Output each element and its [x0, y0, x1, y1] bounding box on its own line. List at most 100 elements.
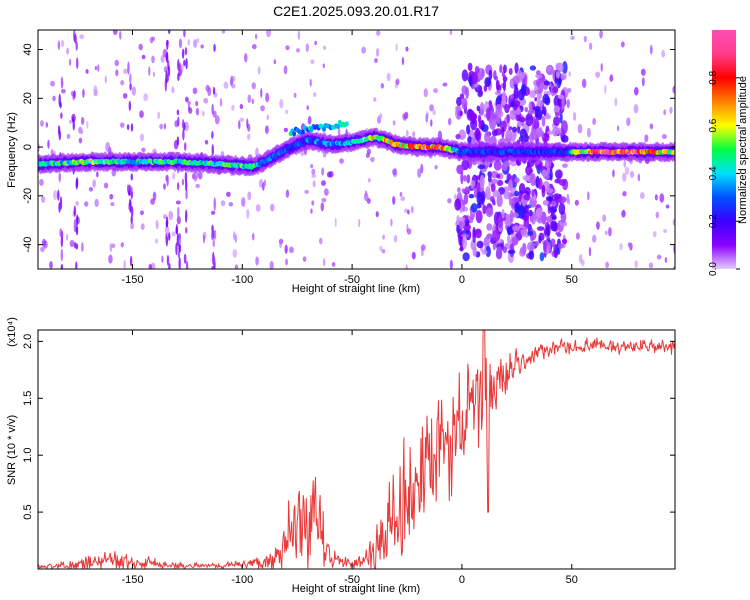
- noise-speck: [171, 86, 175, 94]
- noise-blob: [510, 130, 516, 143]
- noise-speck: [640, 68, 646, 76]
- spectrogram-plot-area: [38, 30, 675, 269]
- noise-blob: [531, 189, 535, 198]
- noise-blob: [456, 96, 462, 107]
- noise-speck: [392, 168, 397, 176]
- noise-speck: [586, 127, 591, 138]
- noise-speck: [40, 246, 45, 253]
- noise-blob: [485, 107, 491, 121]
- noise-blob: [508, 68, 513, 75]
- noise-blob: [507, 249, 516, 254]
- noise-speck: [187, 100, 191, 106]
- noise-speck: [255, 256, 259, 266]
- colorbar-tick-label: 0.2: [708, 214, 719, 228]
- noise-speck: [285, 109, 289, 114]
- noise-streak: [183, 59, 186, 67]
- noise-blob: [553, 249, 558, 259]
- noise-speck: [109, 193, 114, 200]
- noise-speck: [661, 49, 666, 58]
- noise-blob: [470, 180, 476, 188]
- noise-speck: [273, 59, 277, 65]
- noise-speck: [266, 30, 272, 38]
- noise-speck: [321, 167, 325, 176]
- noise-blob: [491, 129, 498, 137]
- noise-blob: [527, 231, 534, 236]
- x-tick-label: -50: [344, 274, 360, 286]
- noise-speck: [370, 156, 375, 163]
- noise-speck: [649, 123, 654, 130]
- noise-speck: [285, 189, 290, 198]
- noise-speck: [412, 131, 416, 138]
- noise-blob: [488, 69, 493, 81]
- noise-speck: [609, 74, 614, 82]
- noise-blob: [527, 109, 536, 115]
- noise-speck: [572, 111, 577, 122]
- noise-blob: [467, 62, 473, 72]
- noise-streak: [76, 57, 79, 70]
- noise-blob: [523, 204, 529, 215]
- noise-speck: [219, 98, 223, 107]
- noise-blob: [561, 135, 569, 143]
- colorbar-tick-label: 0.8: [708, 70, 719, 84]
- noise-speck: [619, 243, 623, 251]
- noise-speck: [311, 168, 316, 175]
- noise-speck: [207, 86, 212, 97]
- noise-speck: [226, 191, 231, 198]
- noise-speck: [85, 69, 89, 74]
- noise-speck: [596, 221, 600, 230]
- noise-speck: [654, 194, 658, 201]
- noise-blob: [469, 110, 476, 122]
- noise-streak: [213, 229, 217, 240]
- noise-blob: [525, 165, 533, 176]
- noise-blob: [490, 178, 499, 184]
- noise-streak: [129, 73, 132, 84]
- noise-speck: [50, 80, 55, 87]
- noise-blob: [549, 205, 557, 214]
- noise-speck: [305, 43, 310, 53]
- noise-speck: [188, 104, 191, 112]
- noise-speck: [151, 55, 155, 64]
- noise-speck: [447, 198, 452, 204]
- noise-speck: [399, 191, 403, 197]
- noise-blob: [541, 211, 547, 225]
- noise-speck: [66, 47, 70, 55]
- noise-speck: [84, 201, 89, 207]
- noise-blob: [518, 183, 526, 195]
- colorbar-ticks: 0.0 0.2 0.4 0.6 0.8: [708, 70, 740, 276]
- noise-streak: [176, 233, 180, 247]
- noise-streak: [165, 52, 168, 62]
- noise-speck: [139, 133, 145, 142]
- noise-speck: [624, 166, 630, 176]
- noise-streak: [58, 130, 62, 141]
- noise-blob: [562, 163, 568, 168]
- noise-speck: [184, 96, 189, 103]
- noise-blob: [550, 200, 557, 207]
- noise-blob: [486, 233, 494, 239]
- noise-speck: [202, 110, 205, 117]
- noise-blob: [519, 246, 527, 255]
- noise-streak: [176, 136, 180, 146]
- noise-blob: [528, 250, 535, 260]
- noise-blob: [559, 112, 563, 124]
- noise-speck: [401, 57, 405, 66]
- noise-speck: [45, 122, 49, 128]
- noise-streak: [178, 62, 182, 77]
- noise-streak: [211, 230, 214, 241]
- noise-speck: [595, 71, 601, 78]
- noise-speck: [664, 256, 668, 263]
- noise-blob: [473, 188, 478, 198]
- noise-blob: [537, 177, 543, 190]
- noise-speck: [122, 93, 128, 99]
- noise-blob: [485, 186, 491, 201]
- noise-blob: [519, 128, 527, 139]
- noise-speck: [49, 261, 53, 269]
- noise-speck: [139, 110, 144, 118]
- noise-blob: [543, 240, 547, 252]
- noise-blob: [495, 103, 503, 115]
- noise-streak: [213, 197, 216, 211]
- noise-speck: [243, 52, 248, 63]
- noise-speck: [78, 137, 83, 144]
- noise-blob: [521, 84, 527, 94]
- noise-speck: [141, 54, 146, 60]
- noise-speck: [221, 30, 226, 34]
